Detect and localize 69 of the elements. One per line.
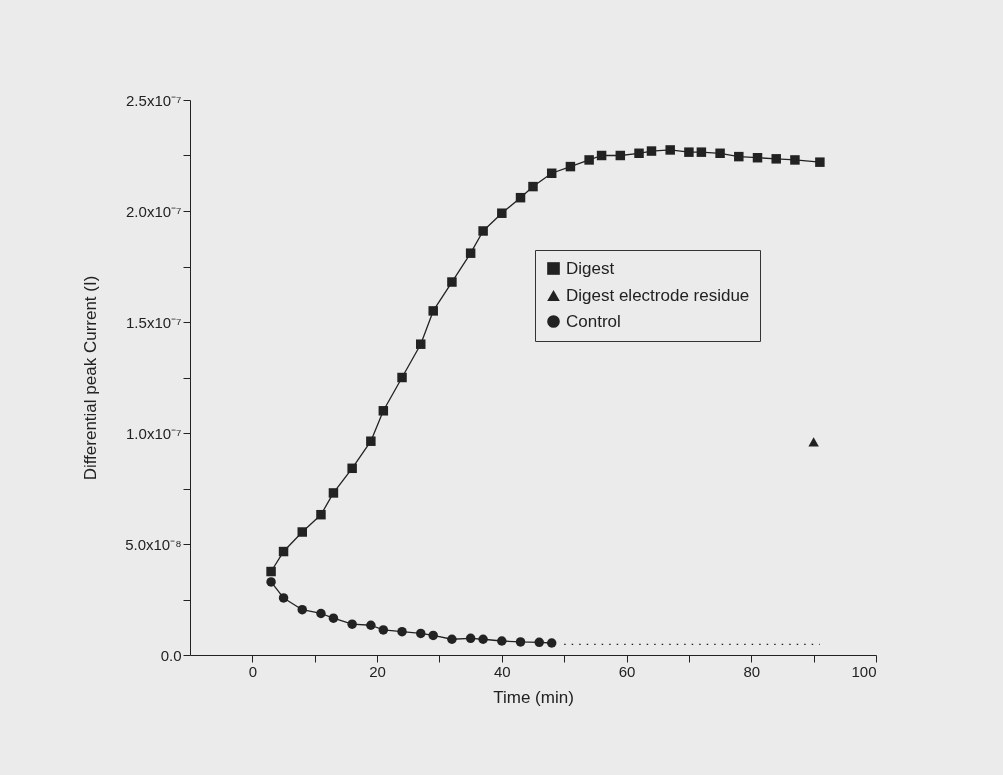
x-axis-title: Time (min) (493, 687, 574, 707)
x-tick-label: 100 (851, 662, 877, 680)
x-tick-label: 80 (743, 662, 761, 680)
point (397, 372, 407, 383)
point (528, 181, 538, 192)
point (278, 546, 289, 557)
point (378, 625, 389, 635)
x-tick-label: 40 (493, 662, 511, 680)
point (347, 619, 357, 629)
point (328, 613, 339, 623)
point (808, 437, 819, 447)
x-tick-label: 60 (618, 662, 636, 680)
point (634, 148, 644, 159)
point (316, 509, 326, 520)
point (584, 155, 594, 165)
point (416, 339, 426, 349)
point (546, 168, 557, 178)
point (428, 306, 438, 316)
point (465, 633, 476, 644)
y-tick-label: 0.0 (160, 646, 182, 664)
point (397, 626, 407, 637)
point (478, 226, 488, 236)
point (534, 637, 544, 648)
point (665, 145, 675, 155)
point (366, 436, 376, 446)
point (734, 151, 744, 162)
point (565, 161, 576, 172)
legend-label: Control (566, 311, 621, 331)
y-tick-label: 1.0x10⁻⁷ (126, 424, 182, 442)
point (266, 566, 276, 577)
point (428, 630, 438, 641)
point (696, 147, 707, 157)
point (497, 636, 507, 646)
point (515, 637, 526, 647)
y-tick-label: 2.5x10⁻⁷ (126, 91, 182, 109)
point (378, 406, 389, 416)
point (297, 527, 307, 537)
point (447, 634, 457, 644)
point (416, 628, 426, 639)
legend-label: Digest (566, 258, 615, 278)
legend-label: Digest electrode residue (566, 285, 750, 305)
point (278, 593, 289, 603)
point (815, 157, 825, 167)
y-tick-label: 1.5x10⁻⁷ (126, 313, 182, 331)
point (297, 604, 307, 615)
point (646, 146, 657, 156)
point (596, 150, 607, 161)
y-tick-label: 5.0x10⁻⁸ (125, 535, 182, 553)
point (715, 148, 725, 159)
point (347, 463, 357, 474)
point (465, 248, 476, 258)
y-axis-title: Differential peak Current (I) (81, 275, 101, 481)
point (546, 638, 557, 648)
x-tick-label: 20 (369, 662, 386, 680)
point (366, 620, 376, 630)
point (615, 150, 626, 161)
point (515, 192, 526, 203)
point (328, 488, 339, 498)
point (447, 277, 457, 287)
point (316, 608, 326, 619)
y-tick-label: 2.0x10⁻⁷ (126, 202, 182, 220)
x-tick-label: 0 (248, 662, 258, 680)
point (771, 154, 781, 164)
point (790, 155, 800, 165)
point (497, 208, 507, 218)
point (478, 634, 488, 644)
point (752, 152, 763, 163)
point (684, 147, 694, 157)
point (266, 577, 276, 587)
